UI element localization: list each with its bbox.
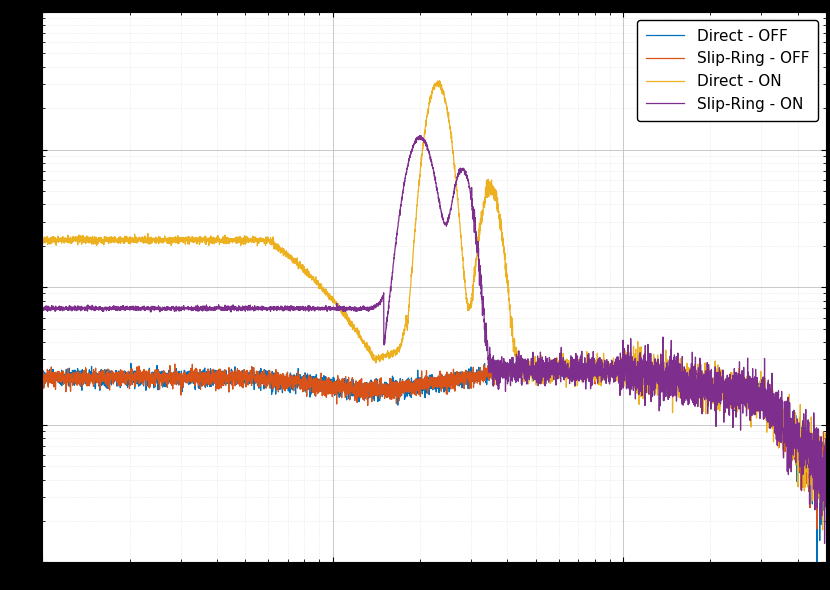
Direct - ON <box>37 233 47 240</box>
Slip-Ring - OFF <box>37 375 47 382</box>
Slip-Ring - ON <box>337 304 347 311</box>
Line: Direct - OFF: Direct - OFF <box>42 359 826 564</box>
Slip-Ring - OFF <box>337 394 347 401</box>
Direct - OFF <box>622 365 632 372</box>
Slip-Ring - OFF <box>507 369 517 376</box>
Slip-Ring - ON <box>507 378 517 385</box>
Direct - OFF <box>179 367 189 374</box>
Direct - ON <box>818 526 828 533</box>
Slip-Ring - ON <box>681 378 691 385</box>
Direct - ON <box>337 310 347 317</box>
Direct - OFF <box>812 560 822 568</box>
Direct - OFF <box>821 435 830 442</box>
Direct - OFF <box>681 378 691 385</box>
Line: Slip-Ring - OFF: Slip-Ring - OFF <box>42 360 826 529</box>
Slip-Ring - OFF <box>622 365 632 372</box>
Line: Slip-Ring - ON: Slip-Ring - ON <box>42 136 826 543</box>
Direct - ON <box>179 236 189 243</box>
Slip-Ring - ON <box>547 365 557 372</box>
Direct - OFF <box>515 356 525 363</box>
Slip-Ring - ON <box>415 132 425 139</box>
Line: Direct - ON: Direct - ON <box>42 81 826 530</box>
Direct - ON <box>435 77 445 84</box>
Slip-Ring - OFF <box>812 525 822 532</box>
Direct - OFF <box>547 371 557 378</box>
Direct - ON <box>821 457 830 464</box>
Slip-Ring - OFF <box>547 372 557 379</box>
Direct - ON <box>547 359 557 366</box>
Legend: Direct - OFF, Slip-Ring - OFF, Direct - ON, Slip-Ring - ON: Direct - OFF, Slip-Ring - OFF, Direct - … <box>637 19 818 121</box>
Slip-Ring - OFF <box>681 382 691 389</box>
Slip-Ring - ON <box>622 372 632 379</box>
Direct - OFF <box>337 379 347 386</box>
Direct - ON <box>622 376 632 384</box>
Slip-Ring - ON <box>821 454 830 461</box>
Slip-Ring - OFF <box>821 477 830 484</box>
Slip-Ring - ON <box>819 540 829 547</box>
Direct - ON <box>507 326 517 333</box>
Direct - OFF <box>507 372 517 379</box>
Slip-Ring - OFF <box>576 357 586 364</box>
Slip-Ring - ON <box>179 306 189 313</box>
Direct - ON <box>681 370 691 377</box>
Direct - OFF <box>37 368 47 375</box>
Slip-Ring - OFF <box>179 369 189 376</box>
Slip-Ring - ON <box>37 305 47 312</box>
